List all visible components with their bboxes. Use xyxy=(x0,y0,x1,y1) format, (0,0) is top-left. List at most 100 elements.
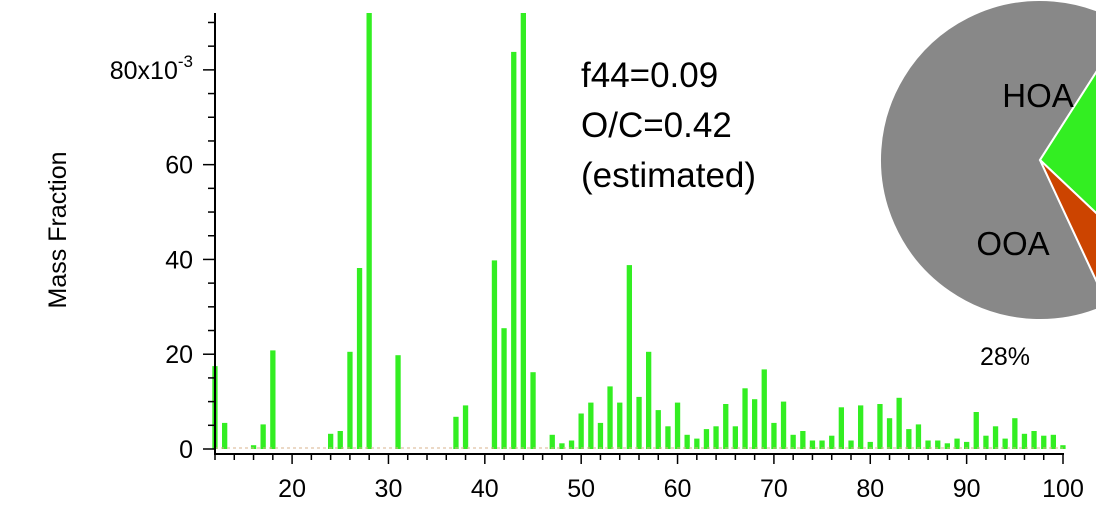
bar-mz-45 xyxy=(530,372,536,449)
x-tick-label-80: 80 xyxy=(856,475,884,503)
bar-mz-47 xyxy=(549,434,555,449)
bar-mz-80 xyxy=(867,441,873,449)
bar-mz-57 xyxy=(646,351,652,449)
y-axis-label: Mass Fraction xyxy=(44,152,72,309)
bar-chart: 20 30 40 50 60 70 80 90 100 0 20 40 60 80x10-3 Mass F… xyxy=(44,13,1084,503)
bar-mz-31 xyxy=(395,355,401,449)
bar-mz-18 xyxy=(270,350,276,449)
x-tick-label-100: 100 xyxy=(1042,475,1084,503)
bar-mz-67 xyxy=(742,388,748,449)
bar-mz-68 xyxy=(752,399,758,449)
annotation-oc: O/C=0.42 xyxy=(581,106,732,145)
bar-mz-28 xyxy=(366,13,372,449)
bar-mz-85 xyxy=(915,424,922,449)
bar-mz-95 xyxy=(1012,418,1018,449)
bar-mz-75 xyxy=(819,440,825,449)
bar-mz-91 xyxy=(973,412,979,449)
bar-mz-26 xyxy=(347,351,353,449)
y-tick-label-2: 40 xyxy=(165,246,193,274)
annotation-f44: f44=0.09 xyxy=(581,56,719,95)
bar-mz-71 xyxy=(780,401,787,449)
bar-mz-55 xyxy=(626,265,632,449)
bar-mz-49 xyxy=(568,440,575,449)
bar-mz-38 xyxy=(462,405,469,449)
bar-mz-58 xyxy=(655,410,661,449)
pie-label-hoa: HOA xyxy=(1002,77,1074,114)
bar-mz-51 xyxy=(588,402,594,449)
y-tick-label-4: 80x10-3 xyxy=(110,52,193,85)
bar-mz-74 xyxy=(809,440,816,449)
bar-mz-59 xyxy=(665,426,671,449)
bar-mz-48 xyxy=(559,443,565,449)
pie-chart: HOA OOA 28% xyxy=(879,0,1096,371)
pie-label-ooa: OOA xyxy=(976,225,1049,262)
x-tick-label-50: 50 xyxy=(567,475,595,503)
bar-mz-41 xyxy=(491,260,498,449)
bar-mz-70 xyxy=(771,422,777,449)
pie-slice-hoa xyxy=(879,0,1096,321)
bar-mz-82 xyxy=(886,418,893,449)
bar-mz-43 xyxy=(511,51,517,450)
bar-mz-50 xyxy=(578,413,584,449)
bar-mz-54 xyxy=(617,402,623,449)
bar-mz-73 xyxy=(800,431,806,449)
bar-mz-92 xyxy=(983,435,989,449)
bar-mz-60 xyxy=(674,402,681,449)
bar-mz-69 xyxy=(761,369,767,449)
bar-mz-64 xyxy=(713,426,719,449)
x-tick-label-60: 60 xyxy=(664,475,692,503)
bar-mz-87 xyxy=(935,440,941,449)
bar-mz-99 xyxy=(1050,434,1056,449)
bar-mz-88 xyxy=(944,443,950,449)
bar-mz-79 xyxy=(858,405,864,449)
bar-mz-52 xyxy=(597,422,604,449)
bar-mz-53 xyxy=(607,386,613,449)
bar-mz-93 xyxy=(992,426,999,449)
annotation-block: f44=0.09 O/C=0.42 (estimated) xyxy=(581,51,756,201)
y-tick-label-3: 60 xyxy=(165,152,193,180)
bar-mz-83 xyxy=(896,397,902,449)
bar-mz-78 xyxy=(848,440,854,449)
bar-mz-86 xyxy=(925,440,931,449)
bar-mz-94 xyxy=(1002,438,1008,449)
bar-mz-98 xyxy=(1041,435,1047,449)
bar-mz-63 xyxy=(703,429,710,449)
bar-mz-90 xyxy=(964,441,970,449)
bar-mz-56 xyxy=(636,396,642,449)
bar-mz-44 xyxy=(520,13,526,449)
bar-mz-72 xyxy=(790,434,796,449)
axes-group: 20 30 40 50 60 70 80 90 100 0 20 40 60 80x10-3 xyxy=(110,13,1084,503)
bar-mz-25 xyxy=(337,431,343,449)
bar-mz-100 xyxy=(1060,445,1066,449)
pie-slice-ooa xyxy=(1038,70,1096,215)
bar-mz-84 xyxy=(906,429,912,449)
bar-mz-27 xyxy=(356,268,363,449)
bar-mz-17 xyxy=(260,424,266,449)
bar-mz-42 xyxy=(501,328,507,449)
annotation-estimated: (estimated) xyxy=(581,156,757,195)
bars-group xyxy=(212,13,1066,450)
bar-mz-62 xyxy=(694,438,700,449)
x-tick-label-20: 20 xyxy=(278,475,306,503)
bar-mz-65 xyxy=(723,404,729,449)
bar-mz-61 xyxy=(684,434,690,449)
y-tick-label-0: 0 xyxy=(179,436,193,464)
y-tick-label-1: 20 xyxy=(165,341,193,369)
bar-mz-24 xyxy=(328,433,334,449)
bar-mz-89 xyxy=(954,438,960,449)
bar-mz-37 xyxy=(453,416,459,449)
x-tick-label-90: 90 xyxy=(953,475,981,503)
bar-mz-76 xyxy=(829,435,835,449)
pie-percent-label-ooa: 28% xyxy=(980,343,1030,371)
bar-mz-66 xyxy=(732,426,738,449)
bar-mz-96 xyxy=(1021,433,1028,449)
bar-mz-97 xyxy=(1031,431,1037,449)
bar-mz-13 xyxy=(222,422,228,449)
bar-mz-77 xyxy=(838,407,844,449)
bar-mz-81 xyxy=(877,404,883,449)
x-tick-label-30: 30 xyxy=(375,475,403,503)
bar-mz-16 xyxy=(250,445,257,449)
pie-slice-other xyxy=(1039,159,1096,283)
x-tick-label-40: 40 xyxy=(471,475,499,503)
